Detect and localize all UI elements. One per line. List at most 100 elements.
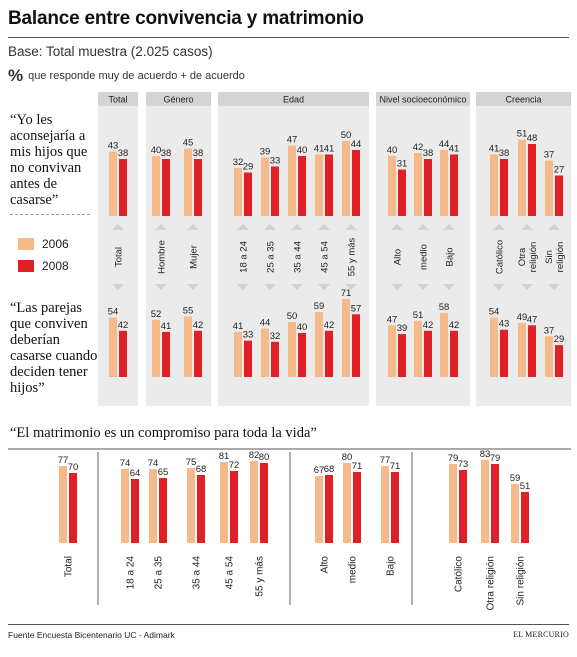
value-label-2008-medio: 42	[423, 320, 434, 331]
bar-2006-45-a-54	[315, 154, 323, 216]
category-label-alto: Alto	[393, 249, 404, 265]
arrow-up-icon	[264, 224, 276, 230]
value-label-2006-18-a-24: 32	[233, 157, 244, 168]
value-label-2006-35-a-44: 75	[186, 457, 197, 468]
category-label-medio: medio	[419, 244, 430, 270]
value-label-2006-católico: 79	[448, 453, 459, 464]
value-label-2006-bajo: 77	[380, 455, 391, 466]
value-label-2006-25-a-35: 74	[148, 458, 159, 469]
arrow-up-icon	[417, 224, 429, 230]
bar-2006-mujer	[184, 148, 192, 216]
value-label-2008-25-a-35: 65	[158, 467, 169, 478]
category-label-hombre: Hombre	[157, 240, 168, 274]
bar-2006-alto	[315, 476, 323, 543]
bar-2006-católico	[490, 154, 498, 216]
value-label-2006-55-y-más: 71	[341, 288, 352, 299]
bar-2008-hombre	[162, 159, 170, 216]
bar-2008-sin-religión	[555, 175, 563, 216]
bar-2006-total	[109, 151, 117, 216]
category-label-bajo: Bajo	[386, 556, 397, 576]
value-label-2006-sin-religión: 37	[544, 150, 555, 161]
category-label-católico: Católico	[495, 240, 506, 274]
percent-symbol: %	[8, 66, 24, 85]
value-label-2006-35-a-44: 47	[287, 135, 298, 146]
arrow-down-icon	[521, 284, 533, 290]
arrow-up-icon	[318, 224, 330, 230]
arrow-down-icon	[417, 284, 429, 290]
category-label-medio: medio	[348, 556, 359, 584]
value-label-2006-alto: 47	[387, 314, 398, 325]
value-label-2006-bajo: 44	[439, 139, 450, 150]
category-label-45-a-54: 45 a 54	[225, 556, 236, 590]
category-label-católico: Católico	[454, 556, 465, 593]
value-label-2008-alto: 68	[324, 464, 335, 475]
bar-2006-hombre	[152, 319, 160, 377]
bar-2008-35-a-44	[197, 475, 205, 543]
arrow-down-icon	[548, 284, 560, 290]
value-label-2006-25-a-35: 44	[260, 318, 271, 329]
value-label-2006-45-a-54: 59	[314, 301, 325, 312]
category-label-mujer: Mujer	[189, 245, 200, 269]
bar-2008-25-a-35	[271, 166, 279, 216]
value-label-2008-25-a-35: 32	[270, 331, 281, 342]
bar-2008-35-a-44	[298, 333, 306, 377]
value-label-2008-bajo: 41	[449, 144, 460, 155]
bar-2006-total	[109, 317, 117, 377]
legend-swatch-2006	[18, 238, 34, 250]
arrow-down-icon	[291, 284, 303, 290]
value-label-2008-45-a-54: 42	[324, 320, 335, 331]
bar-2006-55-y-más	[250, 461, 258, 543]
bar-2006-25-a-35	[149, 469, 157, 543]
value-label-2006-35-a-44: 50	[287, 311, 298, 322]
arrow-up-icon	[291, 224, 303, 230]
category-label-line: Sin	[544, 250, 555, 264]
bar-2006-alto	[388, 325, 396, 377]
value-label-2008-otra-religión: 47	[527, 314, 538, 325]
value-label-2006-45-a-54: 41	[314, 144, 325, 155]
arrow-down-icon	[264, 284, 276, 290]
group-header-género	[146, 92, 211, 106]
value-label-2006-total: 54	[108, 307, 119, 318]
arrow-up-icon	[237, 224, 249, 230]
arrow-down-icon	[345, 284, 357, 290]
group-header-nivel-socioeconómico	[376, 92, 470, 106]
question-1-label: “Yo les aconsejaría a mis hijos que no c…	[10, 112, 88, 208]
bar-2008-55-y-más	[352, 314, 360, 377]
value-label-2008-bajo: 71	[390, 461, 401, 472]
bar-2008-total	[119, 330, 127, 377]
value-label-2008-otra-religión: 79	[490, 453, 501, 464]
bar-2006-sin-religión	[511, 484, 519, 543]
value-label-2008-18-a-24: 33	[243, 330, 254, 341]
value-label-2006-total: 77	[58, 455, 69, 466]
arrow-down-icon	[237, 284, 249, 290]
chart-title: Balance entre convivencia y matrimonio	[8, 8, 364, 29]
value-label-2008-hombre: 41	[161, 321, 172, 332]
category-label-55-y-más: 55 y más	[347, 237, 358, 276]
category-label-total: Total	[114, 247, 125, 267]
percent-caption: % que responde muy de acuerdo + de acuerd…	[8, 66, 245, 86]
bar-2008-25-a-35	[271, 341, 279, 377]
arrow-down-icon	[112, 284, 124, 290]
arrow-down-icon	[443, 284, 455, 290]
value-label-2008-18-a-24: 29	[243, 162, 254, 173]
category-label-18-a-24: 18 a 24	[239, 241, 250, 273]
arrow-up-icon	[345, 224, 357, 230]
bar-2008-bajo	[450, 154, 458, 216]
base-note: Base: Total muestra (2.025 casos)	[8, 44, 213, 59]
bar-2006-18-a-24	[234, 168, 242, 216]
arrow-up-icon	[493, 224, 505, 230]
category-label-total: Total	[64, 556, 75, 577]
value-label-2006-otra-religión: 49	[517, 312, 528, 323]
group-header-label: Género	[163, 95, 193, 105]
question-divider	[10, 214, 90, 215]
bar-2008-sin-religión	[521, 492, 529, 543]
bar-2008-católico	[500, 159, 508, 216]
bar-2006-medio	[343, 463, 351, 543]
bar-2006-bajo	[440, 313, 448, 377]
bar-2006-bajo	[440, 150, 448, 216]
value-label-2008-55-y-más: 57	[351, 303, 362, 314]
value-label-2006-sin-religión: 59	[510, 473, 521, 484]
value-label-2006-mujer: 55	[183, 306, 194, 317]
arrow-up-icon	[187, 224, 199, 230]
footer-divider	[8, 624, 569, 625]
